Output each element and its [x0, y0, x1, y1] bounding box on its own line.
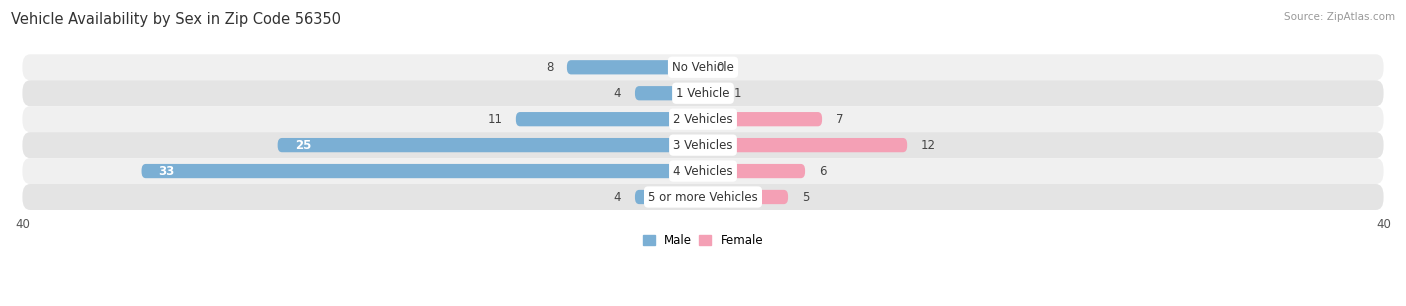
Text: 5: 5 [801, 191, 808, 203]
FancyBboxPatch shape [567, 60, 703, 74]
FancyBboxPatch shape [703, 138, 907, 152]
Text: 4 Vehicles: 4 Vehicles [673, 165, 733, 177]
FancyBboxPatch shape [22, 158, 1384, 184]
FancyBboxPatch shape [22, 80, 1384, 106]
Text: No Vehicle: No Vehicle [672, 61, 734, 74]
Text: 12: 12 [921, 139, 936, 151]
FancyBboxPatch shape [22, 132, 1384, 158]
Text: 6: 6 [818, 165, 827, 177]
Text: 2 Vehicles: 2 Vehicles [673, 113, 733, 126]
Text: Vehicle Availability by Sex in Zip Code 56350: Vehicle Availability by Sex in Zip Code … [11, 12, 342, 27]
Text: 1: 1 [734, 87, 741, 100]
FancyBboxPatch shape [636, 86, 703, 100]
Text: 8: 8 [546, 61, 554, 74]
Text: 0: 0 [717, 61, 724, 74]
Text: 4: 4 [614, 87, 621, 100]
FancyBboxPatch shape [703, 86, 720, 100]
FancyBboxPatch shape [142, 164, 703, 178]
Text: 33: 33 [159, 165, 174, 177]
Text: 25: 25 [295, 139, 311, 151]
Text: Source: ZipAtlas.com: Source: ZipAtlas.com [1284, 12, 1395, 22]
Text: 7: 7 [835, 113, 844, 126]
Text: 1 Vehicle: 1 Vehicle [676, 87, 730, 100]
FancyBboxPatch shape [516, 112, 703, 126]
FancyBboxPatch shape [22, 106, 1384, 132]
FancyBboxPatch shape [703, 112, 823, 126]
FancyBboxPatch shape [636, 190, 703, 204]
FancyBboxPatch shape [277, 138, 703, 152]
FancyBboxPatch shape [703, 190, 789, 204]
Text: 4: 4 [614, 191, 621, 203]
Text: 5 or more Vehicles: 5 or more Vehicles [648, 191, 758, 203]
Text: 3 Vehicles: 3 Vehicles [673, 139, 733, 151]
Text: 11: 11 [488, 113, 502, 126]
Legend: Male, Female: Male, Female [638, 229, 768, 252]
FancyBboxPatch shape [22, 184, 1384, 210]
FancyBboxPatch shape [22, 54, 1384, 80]
FancyBboxPatch shape [703, 164, 806, 178]
